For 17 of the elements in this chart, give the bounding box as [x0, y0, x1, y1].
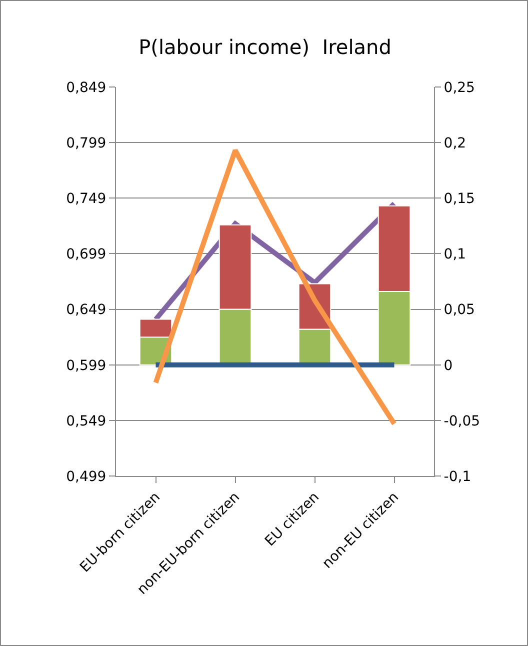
y2-tick-label: 0,05 — [444, 302, 475, 318]
y-tick-label: 0,649 — [66, 302, 106, 318]
y2-tick-label: 0,1 — [444, 246, 466, 263]
y2-tick-label: -0,05 — [444, 413, 480, 430]
y2-tick-label: 0,25 — [444, 80, 475, 96]
y-tick-label: 0,699 — [66, 246, 106, 263]
y2-tick-label: -0,1 — [444, 468, 472, 485]
y-tick-label: 0,749 — [66, 191, 106, 208]
chart-title: P(labour income) Ireland — [138, 34, 392, 59]
y-tick-label: 0,599 — [66, 358, 106, 374]
y2-tick-label: 0,2 — [444, 135, 466, 152]
y-tick-label: 0,549 — [66, 413, 106, 430]
y-tick-label: 0,499 — [66, 468, 106, 485]
y2-tick-label: 0 — [444, 358, 453, 374]
y-tick-label: 0,849 — [66, 80, 106, 96]
y-tick-label: 0,799 — [66, 135, 106, 152]
y2-tick-label: 0,15 — [444, 191, 475, 208]
